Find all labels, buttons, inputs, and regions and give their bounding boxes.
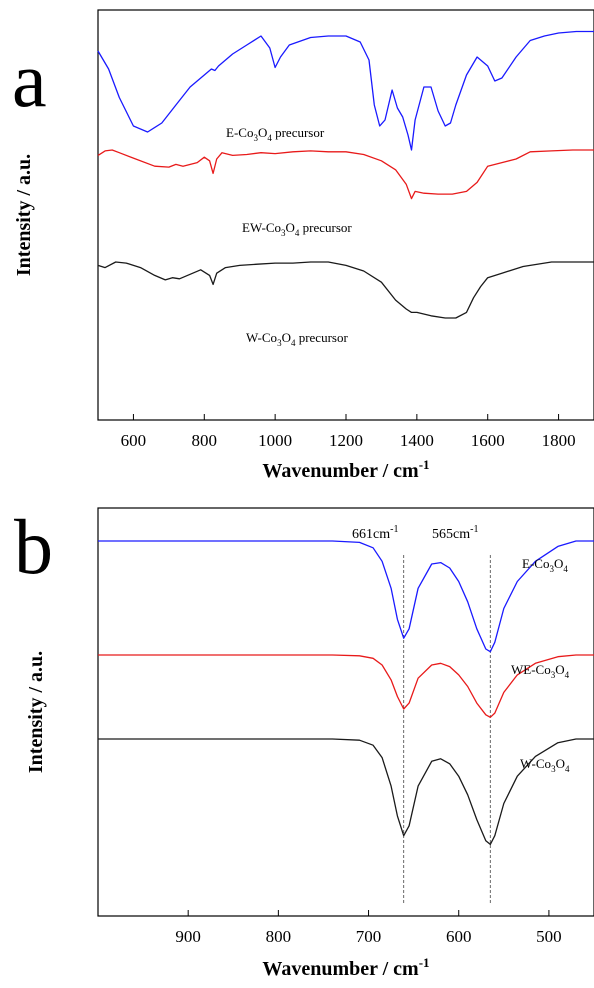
label-w-co3o4: W-Co3O4 xyxy=(520,756,570,774)
panel-a-letter: a xyxy=(12,36,47,123)
x-tick-label: 600 xyxy=(446,927,472,946)
panel-a-ylabel: Intensity / a.u. xyxy=(13,154,35,276)
x-tick-label: 1200 xyxy=(329,431,363,450)
panel-a: a 600 800 1000 1200 1400 1600 1800 E-Co3O4 pre… xyxy=(12,9,594,482)
panel-b-ylabel: Intensity / a.u. xyxy=(25,651,47,773)
panel-b: b 900 800 700 600 500 661cm-1 565cm-1 E-Co3O… xyxy=(14,503,594,980)
x-tick-label: 1000 xyxy=(258,431,292,450)
panel-b-x-ticks: 900 800 700 600 500 xyxy=(175,910,562,946)
x-tick-label: 500 xyxy=(536,927,562,946)
x-tick-label: 700 xyxy=(356,927,382,946)
panel-a-frame xyxy=(97,9,594,421)
panel-b-frame xyxy=(97,507,594,917)
series-line xyxy=(97,149,594,200)
label-e-co3o4: E-Co3O4 xyxy=(522,556,568,574)
x-tick-label: 1800 xyxy=(542,431,576,450)
peak-label-565: 565cm-1 xyxy=(432,524,478,542)
series-line xyxy=(98,540,594,653)
label-ew-precursor: EW-Co3O4 precursor xyxy=(242,220,352,238)
series-line xyxy=(98,738,594,846)
panel-b-xlabel: Wavenumber / cm-1 xyxy=(262,955,429,980)
series-line xyxy=(97,261,594,319)
x-tick-label: 800 xyxy=(192,431,218,450)
panel-b-curves xyxy=(98,540,594,846)
series-line xyxy=(98,654,594,718)
x-tick-label: 1400 xyxy=(400,431,434,450)
panel-a-x-ticks: 600 800 1000 1200 1400 1600 1800 xyxy=(121,414,576,450)
x-tick-label: 900 xyxy=(175,927,201,946)
panel-a-xlabel: Wavenumber / cm-1 xyxy=(262,457,429,482)
x-tick-label: 1600 xyxy=(471,431,505,450)
label-we-co3o4: WE-Co3O4 xyxy=(511,662,570,680)
panel-a-curves xyxy=(97,30,594,319)
peak-label-661: 661cm-1 xyxy=(352,524,398,542)
label-w-precursor: W-Co3O4 precursor xyxy=(246,330,348,348)
panel-b-peak-markers xyxy=(403,555,491,905)
x-tick-label: 600 xyxy=(121,431,147,450)
label-e-precursor: E-Co3O4 precursor xyxy=(226,125,325,143)
series-line xyxy=(97,30,594,151)
x-tick-label: 800 xyxy=(266,927,292,946)
panel-b-letter: b xyxy=(14,503,53,590)
